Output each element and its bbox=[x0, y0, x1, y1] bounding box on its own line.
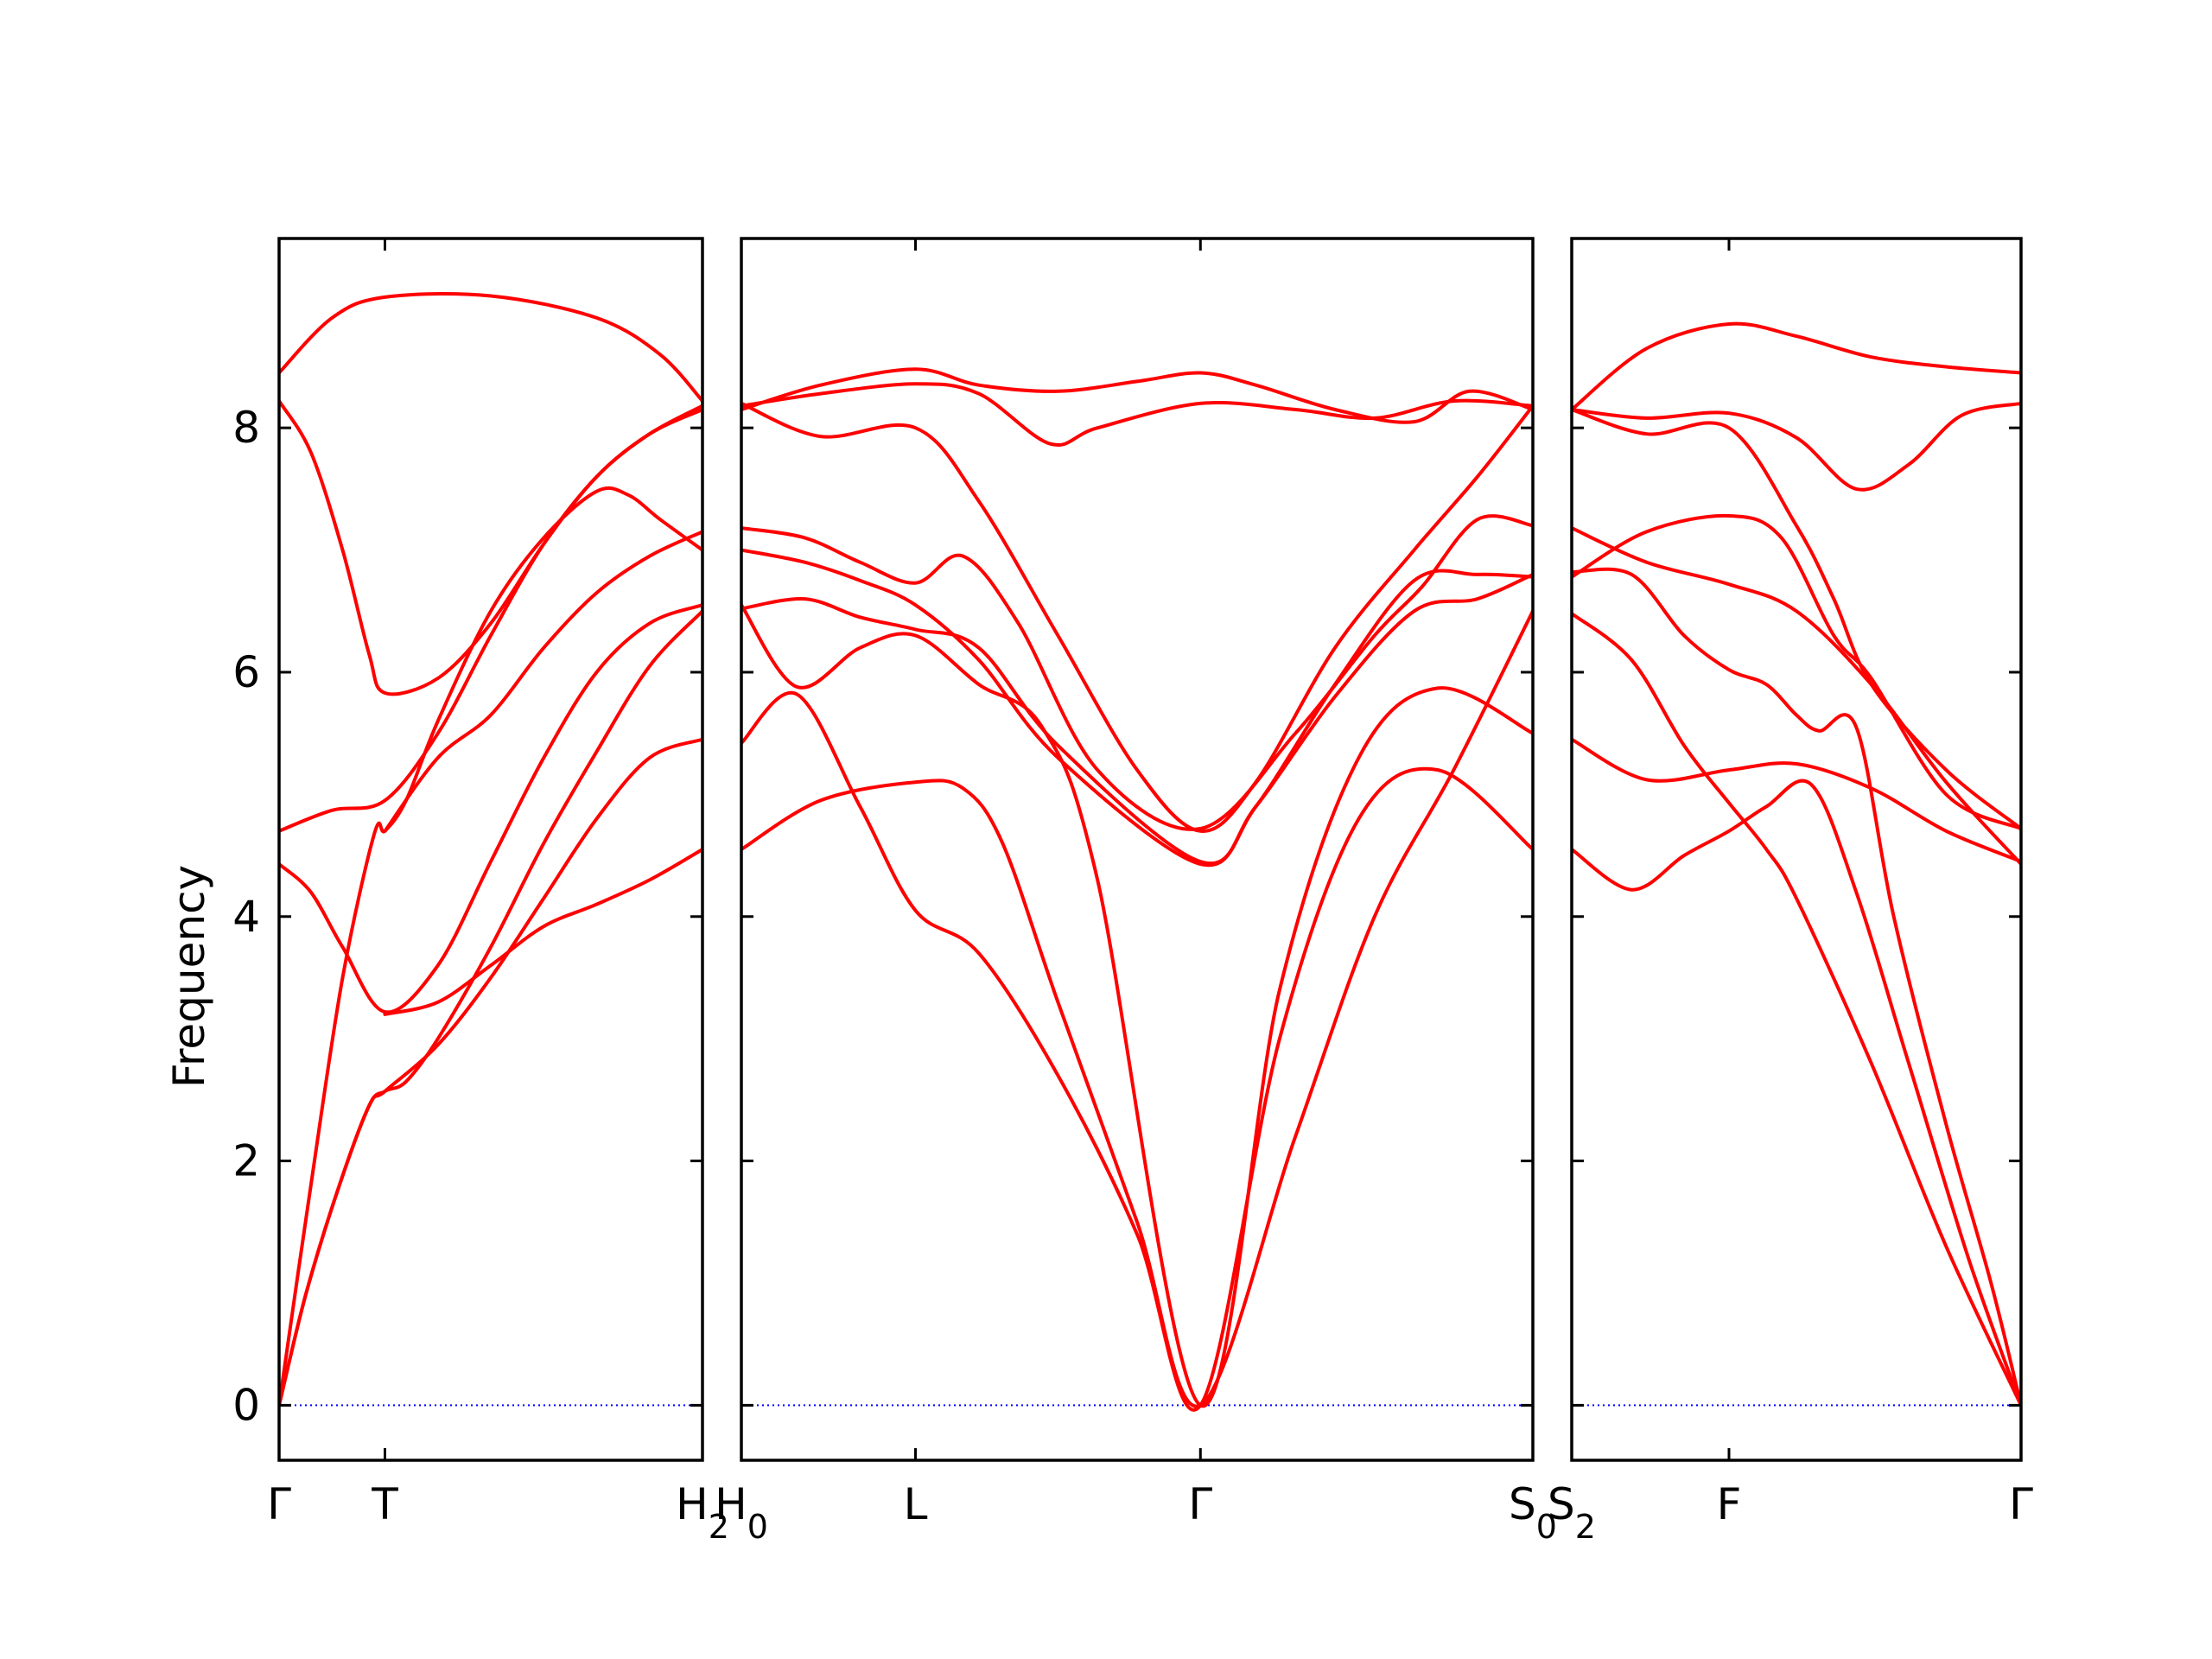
band-group bbox=[1572, 321, 2021, 1408]
band-group bbox=[741, 367, 1533, 1412]
x-tick-label: Γ bbox=[267, 1479, 291, 1529]
panel-frame bbox=[1570, 237, 2023, 1462]
band-group bbox=[279, 292, 702, 1408]
y-tick-label: 0 bbox=[232, 1380, 260, 1430]
phonon-band-3 bbox=[741, 401, 1533, 833]
x-tick-label: F bbox=[1717, 1479, 1742, 1529]
phonon-band-9 bbox=[383, 530, 702, 833]
phonon-band-7 bbox=[1572, 612, 2021, 1408]
phonon-band-1 bbox=[279, 292, 702, 404]
phonon-band-5 bbox=[741, 548, 1533, 868]
phonon-band-5 bbox=[1572, 513, 2021, 830]
phonon-band-1 bbox=[741, 367, 1533, 424]
x-tick-label: Γ bbox=[1188, 1479, 1212, 1529]
phonon-band-1 bbox=[1572, 321, 2021, 411]
y-tick-label: 6 bbox=[232, 647, 260, 697]
y-tick-label: 2 bbox=[232, 1136, 260, 1186]
phonon-band-8 bbox=[741, 690, 1533, 1412]
y-axis-label: Frequency bbox=[164, 865, 214, 1088]
phonon-band-3 bbox=[279, 404, 702, 833]
phonon-band-8 bbox=[383, 848, 702, 1016]
panel-2: H0 L Γ S0 bbox=[715, 237, 1557, 1546]
panel-frame bbox=[277, 237, 704, 1462]
phonon-band-3 bbox=[1572, 408, 2021, 830]
phonon-band-4 bbox=[279, 603, 702, 1014]
phonon-band-9 bbox=[1572, 779, 2021, 1408]
phonon-band-9 bbox=[741, 609, 1533, 1408]
phonon-band-7 bbox=[741, 603, 1533, 1408]
y-tick-label: 8 bbox=[232, 403, 260, 453]
panel-3: S2 F Γ bbox=[1548, 237, 2033, 1546]
phonon-band-4 bbox=[741, 514, 1533, 831]
x-tick-label: Γ bbox=[2009, 1479, 2033, 1529]
phonon-band-4 bbox=[1572, 526, 2021, 866]
phonon-band-2 bbox=[741, 382, 1533, 447]
panel-frame bbox=[740, 237, 1535, 1462]
phonon-band-8 bbox=[1572, 737, 2021, 864]
y-tick-label: 4 bbox=[232, 892, 260, 942]
phonon-band-6 bbox=[1572, 567, 2021, 1408]
x-tick-label: T bbox=[371, 1479, 398, 1529]
phonon-band-6 bbox=[741, 569, 1533, 865]
x-tick-label: L bbox=[904, 1479, 928, 1529]
phonon-band-7 bbox=[279, 737, 702, 1408]
phonon-band-5 bbox=[279, 486, 702, 1408]
phonon-band-2 bbox=[1572, 401, 2021, 492]
